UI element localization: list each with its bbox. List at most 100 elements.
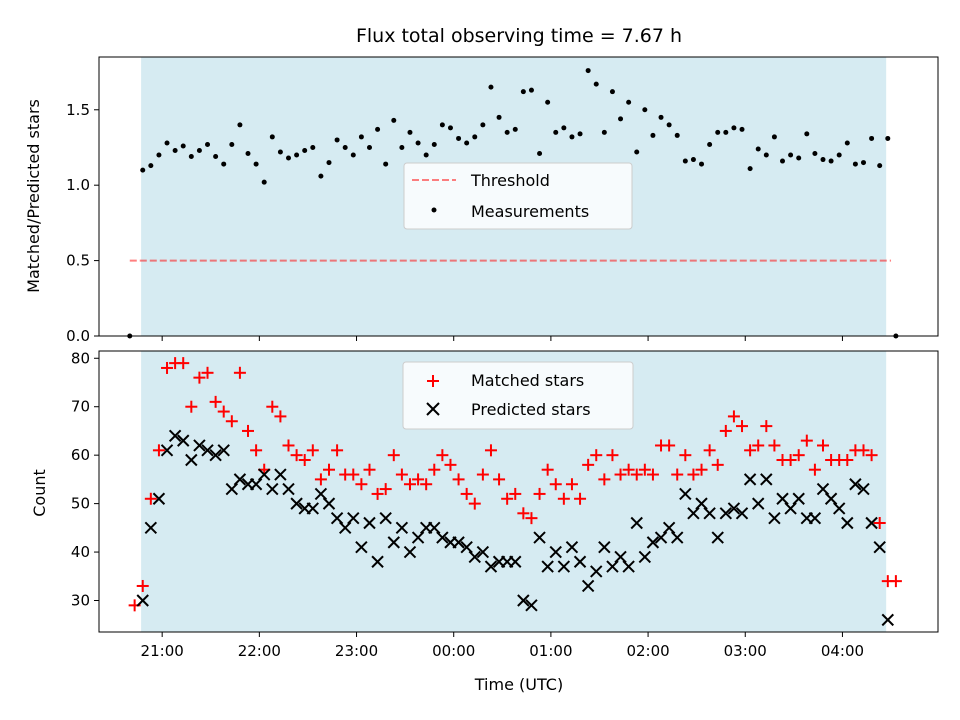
measurement-point bbox=[140, 167, 146, 173]
predicted-star-marker bbox=[549, 545, 562, 559]
predicted-star-marker bbox=[258, 468, 271, 481]
matched-star-marker bbox=[687, 468, 700, 481]
predicted-star-marker bbox=[832, 502, 846, 515]
measurement-point bbox=[869, 135, 875, 141]
predicted-star-marker bbox=[217, 444, 230, 457]
predicted-star-marker bbox=[460, 541, 473, 554]
matched-legend-label: Matched stars bbox=[471, 371, 584, 390]
predicted-star-marker bbox=[225, 482, 239, 496]
matched-star-marker bbox=[557, 492, 570, 505]
measurement-point bbox=[593, 81, 599, 87]
predicted-star-marker bbox=[314, 487, 328, 501]
measurement-point bbox=[877, 163, 883, 169]
matched-star-marker bbox=[136, 579, 149, 592]
measurement-point bbox=[682, 158, 688, 164]
matched-star-marker bbox=[476, 468, 489, 481]
y-tick-label: 60 bbox=[71, 446, 90, 464]
measurement-point bbox=[812, 151, 818, 157]
measurement-point bbox=[731, 125, 737, 131]
measurement-point bbox=[229, 141, 235, 147]
predicted-star-marker bbox=[525, 599, 538, 612]
matched-star-marker bbox=[808, 463, 821, 476]
measurement-point bbox=[464, 140, 470, 146]
matched-star-marker bbox=[663, 439, 676, 452]
predicted-star-marker bbox=[160, 444, 174, 457]
matched-star-marker bbox=[460, 487, 473, 500]
predicted-star-marker bbox=[614, 550, 627, 564]
predicted-star-marker bbox=[509, 555, 522, 568]
measurement-point bbox=[334, 137, 340, 143]
predicted-star-marker bbox=[355, 541, 368, 554]
predicted-star-marker bbox=[387, 536, 400, 549]
predicted-star-marker bbox=[590, 565, 603, 578]
measurement-point bbox=[253, 161, 259, 167]
measurement-point bbox=[423, 152, 429, 158]
matched-star-marker bbox=[209, 395, 222, 408]
measurement-point bbox=[650, 132, 656, 138]
predicted-star-marker bbox=[581, 579, 595, 593]
matched-star-marker bbox=[873, 516, 886, 529]
matched-star-marker bbox=[517, 507, 530, 520]
matched-star-marker bbox=[484, 444, 497, 457]
measurement-point bbox=[545, 99, 551, 105]
measurement-point bbox=[164, 140, 170, 146]
matched-star-marker bbox=[282, 439, 295, 452]
y-tick-label: 1.0 bbox=[66, 176, 90, 194]
measurement-point bbox=[391, 117, 397, 123]
measurements-legend-label: Measurements bbox=[471, 202, 589, 221]
matched-star-marker bbox=[646, 468, 659, 481]
predicted-star-marker bbox=[193, 439, 206, 452]
predicted-star-marker bbox=[395, 521, 409, 535]
measurement-point bbox=[302, 148, 308, 154]
measurement-point bbox=[723, 129, 729, 135]
measurement-point bbox=[496, 114, 502, 120]
measurement-point bbox=[828, 158, 834, 164]
matched-star-marker bbox=[598, 473, 611, 486]
measurement-point bbox=[674, 132, 680, 138]
measurement-point bbox=[763, 152, 769, 158]
measurement-point bbox=[609, 89, 615, 95]
predicted-star-marker bbox=[735, 507, 749, 520]
predicted-star-marker bbox=[152, 492, 166, 505]
matched-star-marker bbox=[857, 444, 870, 457]
predicted-star-marker bbox=[452, 536, 465, 549]
matched-star-marker bbox=[727, 410, 740, 423]
predicted-star-marker bbox=[379, 511, 392, 525]
measurement-point bbox=[512, 126, 518, 132]
predicted-star-marker bbox=[841, 516, 854, 530]
predicted-star-marker bbox=[622, 560, 635, 573]
y-tick-label: 1.5 bbox=[66, 101, 90, 119]
top-legend: Threshold Measurements bbox=[403, 162, 633, 230]
matched-star-marker bbox=[582, 458, 595, 471]
predicted-star-marker bbox=[743, 473, 757, 486]
predicted-star-marker bbox=[687, 507, 700, 520]
measurement-point bbox=[634, 149, 640, 155]
y-tick-label: 0.0 bbox=[66, 327, 90, 345]
measurement-point bbox=[148, 163, 154, 169]
measurement-point bbox=[788, 152, 794, 158]
measurement-point bbox=[350, 152, 356, 158]
measurement-point bbox=[820, 157, 826, 163]
matched-star-marker bbox=[493, 473, 506, 486]
matched-star-marker bbox=[436, 449, 449, 462]
matched-star-marker bbox=[889, 575, 902, 588]
predicted-star-marker bbox=[630, 516, 643, 530]
x-tick-label: 00:00 bbox=[432, 642, 475, 660]
matched-star-marker bbox=[274, 410, 287, 423]
bottom-y-axis-label: Count bbox=[30, 469, 49, 517]
matched-star-marker bbox=[671, 468, 684, 481]
predicted-star-marker bbox=[662, 521, 676, 535]
predicted-star-marker bbox=[849, 478, 862, 491]
predicted-star-marker bbox=[517, 594, 530, 607]
predicted-star-marker bbox=[711, 531, 724, 544]
x-tick-label: 22:00 bbox=[238, 642, 281, 660]
predicted-star-marker bbox=[209, 448, 222, 462]
measurement-point bbox=[860, 160, 866, 166]
y-tick-label: 40 bbox=[71, 543, 90, 561]
top-y-axis-label: Matched/Predicted stars bbox=[24, 99, 43, 293]
measurement-point bbox=[366, 144, 372, 150]
measurement-point bbox=[755, 146, 761, 152]
matched-star-marker bbox=[614, 468, 627, 481]
y-tick-label: 80 bbox=[71, 349, 90, 367]
predicted-star-marker bbox=[573, 555, 587, 568]
